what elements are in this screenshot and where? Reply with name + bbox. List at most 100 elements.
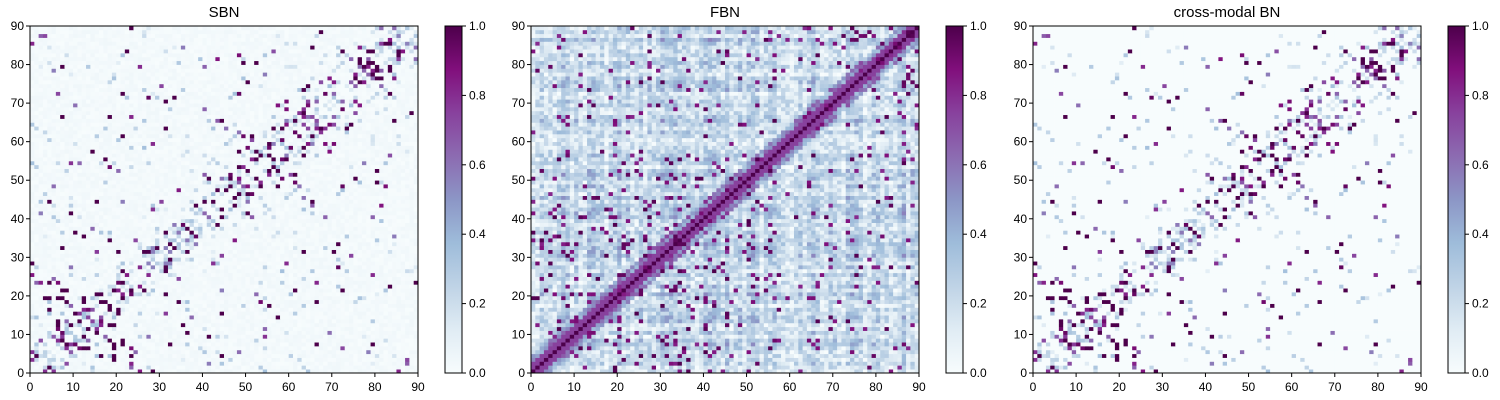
heatmap-cell: [232, 338, 238, 343]
heatmap-cell: [142, 342, 147, 347]
heatmap-cell: [133, 168, 139, 173]
heatmap-cell: [124, 230, 130, 235]
heatmap-cell: [271, 280, 277, 285]
heatmap-cell: [198, 349, 203, 355]
heatmap-cell: [38, 160, 44, 166]
heatmap-cell: [387, 268, 393, 274]
heatmap-cell: [86, 280, 91, 285]
heatmap-cell: [305, 168, 311, 173]
heatmap-cell: [155, 234, 160, 239]
heatmap-cell: [241, 214, 246, 220]
heatmap-cell: [202, 346, 208, 351]
heatmap-cell: [374, 230, 380, 235]
heatmap-cell: [400, 307, 406, 312]
heatmap-cell: [318, 284, 324, 289]
heatmap-cell: [392, 176, 397, 181]
heatmap-cell: [98, 195, 104, 200]
heatmap-cell: [202, 330, 208, 335]
heatmap-cell: [340, 357, 346, 362]
heatmap-cell: [379, 280, 384, 285]
heatmap-cell: [163, 211, 169, 216]
heatmap-cell: [193, 261, 199, 266]
heatmap-cell: [374, 272, 380, 277]
heatmap-cell: [336, 272, 341, 277]
heatmap-cell: [258, 349, 264, 355]
heatmap-cell: [413, 272, 419, 277]
heatmap-cell: [314, 326, 320, 331]
heatmap-cell: [344, 207, 350, 212]
heatmap-cell: [206, 365, 212, 370]
heatmap-cell: [189, 180, 195, 185]
heatmap-cell: [30, 195, 35, 200]
heatmap-cell: [292, 326, 298, 331]
heatmap-cell: [103, 241, 108, 247]
heatmap-cell: [47, 265, 52, 270]
heatmap-cell: [86, 222, 91, 227]
heatmap-cell: [86, 191, 91, 196]
heatmap-cell: [383, 164, 389, 170]
heatmap-cell: [120, 222, 126, 227]
heatmap-cell: [340, 338, 346, 343]
heatmap-cell: [344, 172, 350, 177]
heatmap-cell: [55, 176, 61, 181]
heatmap-cell: [73, 211, 78, 216]
heatmap-cell: [409, 334, 415, 339]
heatmap-cell: [336, 346, 341, 351]
heatmap-cell: [370, 315, 376, 320]
heatmap-cell: [55, 180, 61, 185]
heatmap-cell: [68, 342, 74, 347]
heatmap-cell: [163, 157, 169, 162]
heatmap-cell: [400, 330, 406, 335]
heatmap-cell: [232, 353, 238, 358]
heatmap-cell: [245, 184, 251, 189]
heatmap-cell: [258, 234, 264, 239]
heatmap-cell: [387, 176, 393, 181]
heatmap-cell: [42, 272, 48, 277]
heatmap-cell: [193, 361, 199, 366]
heatmap-cell: [288, 353, 294, 358]
heatmap-cell: [280, 238, 285, 243]
heatmap-cell: [249, 280, 255, 285]
heatmap-cell: [405, 230, 410, 235]
heatmap-cell: [189, 265, 195, 270]
heatmap-cell: [331, 222, 337, 227]
heatmap-cell: [400, 222, 406, 227]
heatmap-cell: [262, 176, 268, 181]
heatmap-cell: [193, 311, 199, 316]
heatmap-cell: [111, 288, 117, 293]
heatmap-cell: [64, 187, 70, 193]
heatmap-cell: [167, 276, 173, 281]
heatmap-cell: [305, 265, 311, 270]
heatmap-cell: [254, 253, 259, 258]
heatmap-cell: [349, 245, 354, 250]
heatmap-cell: [336, 353, 341, 358]
heatmap-cell: [383, 230, 389, 235]
heatmap-cell: [55, 187, 61, 193]
heatmap-cell: [245, 353, 251, 358]
heatmap-cell: [301, 199, 307, 204]
heatmap-cell: [400, 176, 406, 181]
heatmap-cell: [98, 214, 104, 220]
heatmap-cell: [38, 245, 44, 250]
heatmap-cell: [349, 311, 354, 316]
heatmap-cell: [86, 234, 91, 239]
heatmap-cell: [405, 346, 410, 351]
heatmap-cell: [47, 238, 52, 243]
heatmap-cell: [318, 307, 324, 312]
heatmap-cell: [103, 338, 108, 343]
heatmap-cell: [305, 288, 311, 293]
heatmap-cell: [180, 346, 186, 351]
heatmap-cell: [288, 203, 294, 208]
heatmap-cell: [258, 214, 264, 220]
heatmap-cell: [323, 295, 328, 301]
heatmap-cell: [288, 180, 294, 185]
heatmap-cell: [267, 315, 272, 320]
heatmap-cell: [47, 346, 52, 351]
heatmap-cell: [349, 353, 354, 358]
heatmap-cell: [116, 338, 121, 343]
heatmap-cell: [284, 272, 290, 277]
heatmap-cell: [236, 234, 242, 239]
heatmap-cell: [267, 338, 272, 343]
heatmap-cell: [47, 164, 52, 170]
heatmap-cell: [146, 172, 152, 177]
